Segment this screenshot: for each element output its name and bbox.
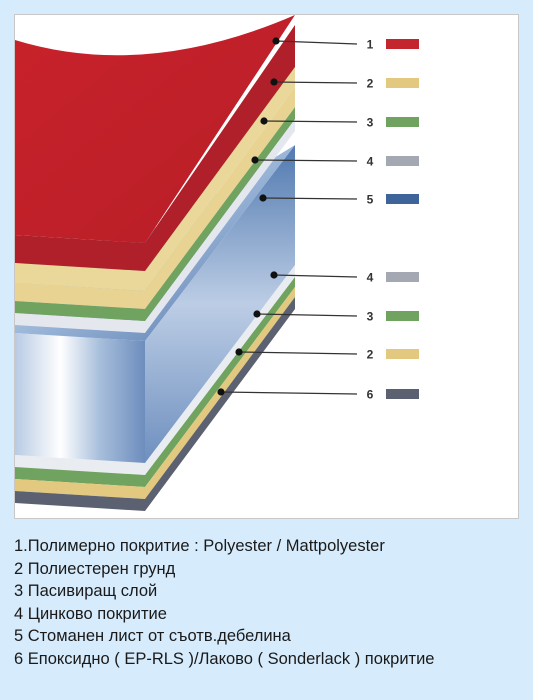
callout-line bbox=[275, 40, 358, 45]
legend: 1.Полимерно покритие : Polyester / Mattp… bbox=[14, 535, 529, 671]
legend-item-4: 4 Цинково покритие bbox=[14, 604, 167, 623]
callout-swatch bbox=[386, 117, 419, 127]
callout-line bbox=[262, 197, 358, 200]
callout-number: 3 bbox=[367, 116, 374, 130]
callout-number: 4 bbox=[367, 155, 374, 169]
callout-swatch bbox=[386, 389, 419, 399]
callout-dot bbox=[259, 194, 267, 202]
callout-dot bbox=[253, 310, 261, 318]
callout-swatch bbox=[386, 349, 419, 359]
callout-swatch bbox=[386, 311, 419, 321]
callout-line bbox=[254, 159, 358, 162]
callout-number: 4 bbox=[367, 271, 374, 285]
callout-dot bbox=[217, 388, 225, 396]
callout-dot bbox=[272, 37, 280, 45]
upper-layers bbox=[15, 25, 295, 333]
polymer-coating-surface bbox=[15, 15, 295, 243]
callout-number: 3 bbox=[367, 310, 374, 324]
legend-item-5: 5 Стоманен лист от съотв.дебелина bbox=[14, 627, 291, 646]
callout-number: 2 bbox=[367, 77, 374, 91]
callout-number: 5 bbox=[367, 193, 374, 207]
callout-dot bbox=[251, 156, 259, 164]
callout-line bbox=[273, 81, 358, 84]
callout-line bbox=[220, 391, 358, 395]
callout-group: 1 2 3 4 5 4 3 2 6 bbox=[217, 37, 419, 402]
callout-line bbox=[238, 351, 358, 355]
callout-swatch bbox=[386, 272, 419, 282]
layer-illustration: 1 2 3 4 5 4 3 2 6 bbox=[15, 15, 419, 511]
legend-item-3: 3 Пасивиращ слой bbox=[14, 582, 158, 601]
legend-item-2: 2 Полиестерен грунд bbox=[14, 559, 176, 578]
upper-primer-layer bbox=[15, 87, 295, 309]
callout-dot bbox=[235, 348, 243, 356]
callout-number: 2 bbox=[367, 348, 374, 362]
callout-dot bbox=[270, 271, 278, 279]
upper-primer-light bbox=[15, 67, 295, 291]
callout-dot bbox=[270, 78, 278, 86]
callout-swatch bbox=[386, 194, 419, 204]
steel-front-face bbox=[15, 333, 145, 463]
callout-swatch bbox=[386, 39, 419, 49]
callout-number: 1 bbox=[367, 38, 374, 52]
callout-swatch bbox=[386, 78, 419, 88]
polymer-coating-edge bbox=[15, 25, 295, 271]
callout-dot bbox=[260, 117, 268, 125]
callout-line bbox=[273, 274, 358, 278]
callout-number: 6 bbox=[367, 388, 374, 402]
legend-item-6: 6 Епоксидно ( EP-RLS )/Лаково ( Sonderla… bbox=[14, 649, 435, 668]
callout-swatch bbox=[386, 156, 419, 166]
layer-diagram: 1 2 3 4 5 4 3 2 6 bbox=[14, 14, 519, 519]
steel-side-face bbox=[145, 145, 295, 463]
callout-line bbox=[263, 120, 358, 123]
callout-line bbox=[256, 313, 358, 317]
legend-item-1: 1.Полимерно покритие : Polyester / Mattp… bbox=[14, 537, 385, 555]
